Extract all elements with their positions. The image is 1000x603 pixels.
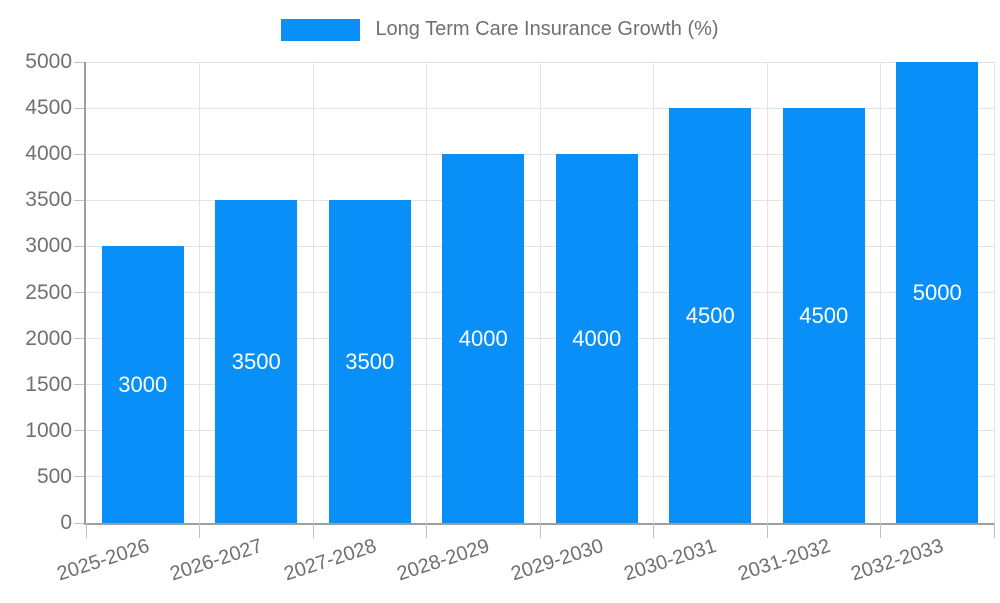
- y-axis-tick: [74, 153, 84, 155]
- x-axis-tick: [880, 523, 881, 538]
- y-axis-label: 2000: [25, 326, 72, 350]
- bar-value-label: 4500: [799, 302, 849, 328]
- bar[interactable]: [101, 246, 184, 523]
- y-axis-label: 1500: [25, 372, 72, 396]
- y-axis-label: 3000: [25, 234, 72, 258]
- bar[interactable]: [896, 62, 979, 523]
- bar-value-label: 4000: [458, 325, 508, 351]
- x-axis-tick: [426, 523, 427, 538]
- x-axis-tick: [199, 523, 200, 538]
- y-axis-label: 1000: [25, 418, 72, 442]
- y-axis-tick: [74, 199, 84, 201]
- x-axis-tick: [653, 523, 654, 538]
- y-axis-tick: [74, 476, 84, 478]
- bar-value-label: 3000: [118, 371, 168, 397]
- bar-value-label: 4500: [685, 302, 735, 328]
- x-gridline: [993, 62, 995, 523]
- plot-area: 3000 3500 3500 4000 4000 4500 4500 5000: [74, 61, 995, 538]
- x-gridline: [426, 62, 427, 523]
- bar[interactable]: [555, 154, 638, 523]
- y-axis-tick: [74, 430, 84, 432]
- y-axis-tick: [74, 292, 84, 293]
- bar[interactable]: [669, 108, 752, 523]
- x-axis-tick: [85, 523, 87, 538]
- x-axis-tick: [993, 523, 995, 538]
- y-axis-tick: [74, 245, 84, 247]
- y-axis-label: 4000: [25, 142, 72, 166]
- bar[interactable]: [215, 200, 298, 523]
- legend-label: Long Term Care Insurance Growth (%): [375, 18, 719, 40]
- x-gridline: [766, 62, 768, 523]
- legend[interactable]: Long Term Care Insurance Growth (%): [0, 18, 1000, 41]
- y-axis-tick: [74, 61, 84, 63]
- x-axis-tick: [312, 523, 314, 538]
- x-gridline: [880, 62, 881, 523]
- x-gridline: [199, 62, 200, 523]
- y-axis-label: 4500: [25, 96, 72, 120]
- y-axis-label: 2500: [25, 280, 72, 304]
- bar-value-label: 4000: [572, 325, 622, 351]
- x-gridline: [653, 62, 654, 523]
- y-axis-tick: [74, 384, 84, 386]
- bar-value-label: 3500: [345, 348, 395, 374]
- y-axis-tick: [74, 522, 84, 524]
- bar[interactable]: [328, 200, 411, 523]
- bar-value-label: 5000: [912, 279, 962, 305]
- x-axis-tick: [766, 523, 768, 538]
- bar-value-label: 3500: [231, 348, 281, 374]
- y-axis-label: 5000: [25, 50, 72, 73]
- y-axis-label: 3500: [25, 188, 72, 212]
- y-axis-tick: [74, 107, 84, 109]
- y-axis-tick: [74, 338, 84, 340]
- x-axis-tick: [539, 523, 541, 538]
- x-gridline: [539, 62, 541, 523]
- x-gridline: [312, 62, 314, 523]
- legend-swatch-icon: [281, 18, 361, 41]
- bar[interactable]: [782, 108, 865, 523]
- y-axis-label: 500: [36, 464, 72, 488]
- bar[interactable]: [442, 154, 525, 523]
- y-axis-label: 0: [60, 511, 72, 534]
